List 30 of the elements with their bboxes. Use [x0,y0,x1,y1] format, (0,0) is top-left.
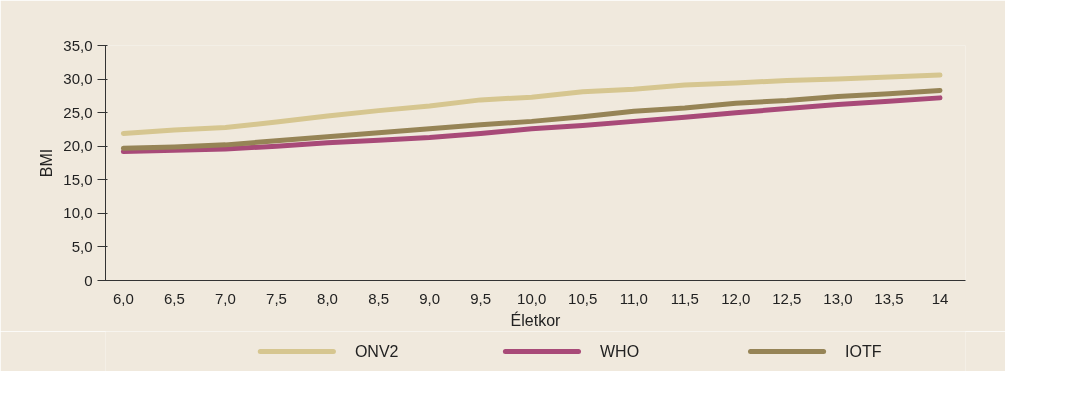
x-axis-title: Életkor [510,310,562,329]
x-tick-label: 10,0 [517,289,547,307]
x-tick-label: 14 [931,289,949,307]
x-tick-label: 7,0 [215,289,236,307]
x-tick-label: 11,0 [619,289,648,307]
y-tick-label: 20,0 [63,137,93,155]
y-axis-title: BMI [38,148,56,178]
x-tick-label: 6,5 [163,289,185,307]
x-tick-label: 9,0 [419,289,441,307]
x-tick-label: 11,5 [670,289,699,307]
y-tick-label: 25,0 [63,103,93,121]
x-tick-label: 13,5 [874,289,904,307]
x-tick-label: 12,5 [772,289,802,307]
y-tick-label: 35,0 [63,36,93,54]
y-tick-label: 5,0 [71,237,93,255]
legend-label: WHO [600,343,640,360]
legend-label: IOTF [845,343,882,360]
x-tick-label: 8,5 [368,289,389,307]
legend-label: ONV2 [354,343,399,360]
x-tick-label: 13,0 [823,289,853,307]
y-tick-label: 15,0 [63,170,93,188]
x-tick-label: 6,0 [112,289,134,307]
x-tick-label: 10,5 [568,289,598,307]
x-tick-label: 8,0 [317,289,338,307]
y-tick-label: 10,0 [63,204,93,222]
x-tick-label: 7,5 [266,289,287,307]
x-tick-label: 9,5 [470,289,492,307]
x-tick-label: 12,0 [721,289,751,307]
y-tick-label: 30,0 [63,70,93,88]
y-tick-label: 0 [84,271,93,289]
